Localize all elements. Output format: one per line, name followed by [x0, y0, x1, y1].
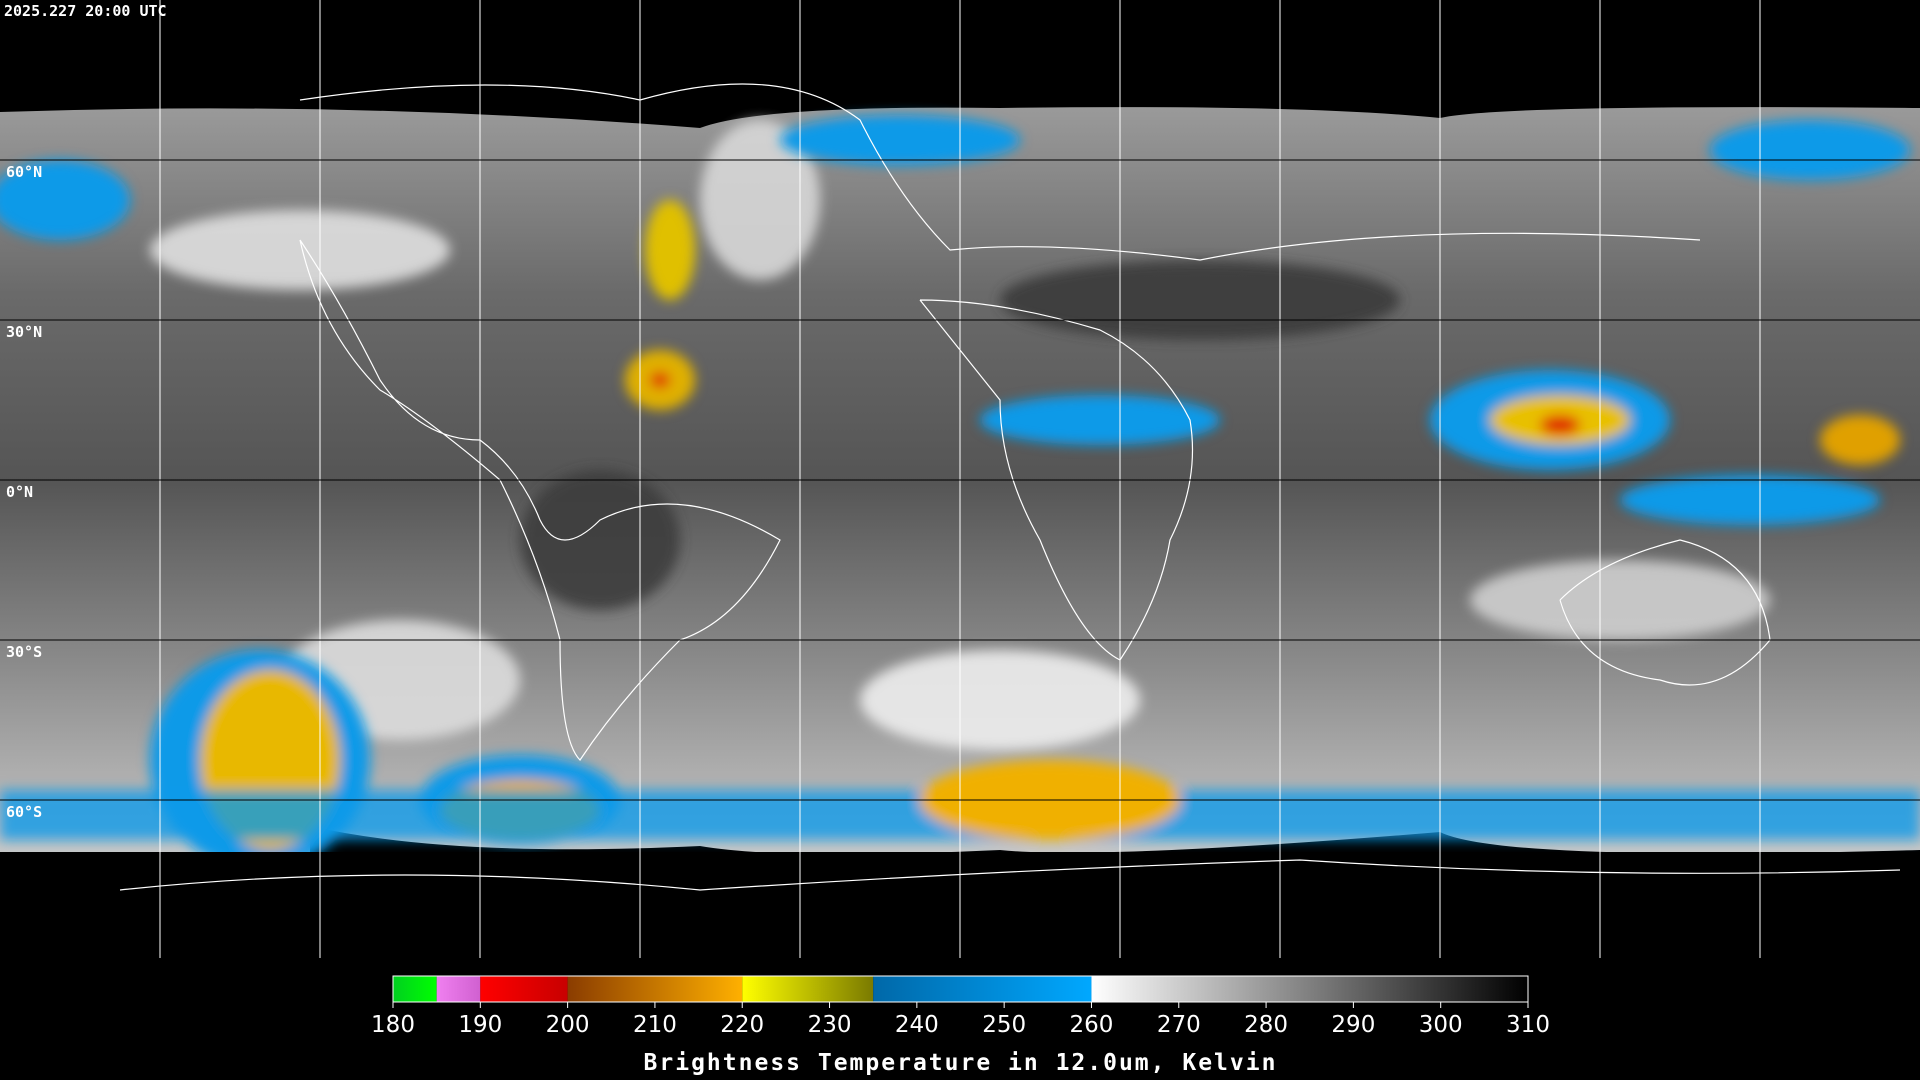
timestamp: 2025.227 20:00 UTC: [4, 2, 167, 20]
colorbar-segment: [1091, 976, 1528, 1002]
colorbar-tick-label: 220: [720, 1012, 764, 1038]
colorbar-tick-label: 250: [982, 1012, 1026, 1038]
colorbar-tick-label: 260: [1070, 1012, 1114, 1038]
colorbar-segment: [873, 976, 1092, 1002]
colorbar-tick-label: 270: [1157, 1012, 1201, 1038]
latitude-labels: 60°N 30°N 0°N 30°S 60°S: [6, 163, 42, 821]
colorbar-frame: [392, 975, 1529, 1003]
lat-label: 30°N: [6, 323, 42, 341]
colorbar-tick-label: 230: [808, 1012, 852, 1038]
colorbar-segment: [480, 976, 568, 1002]
colorbar-tick-label: 310: [1506, 1012, 1550, 1038]
colorbar-tick-label: 200: [546, 1012, 590, 1038]
colorbar-tick-label: 300: [1419, 1012, 1463, 1038]
colorbar-tick-label: 290: [1331, 1012, 1375, 1038]
colorbar-tick-label: 280: [1244, 1012, 1288, 1038]
colorbar-segment: [393, 976, 437, 1002]
colorbar-tick-label: 210: [633, 1012, 677, 1038]
lat-label: 30°S: [6, 643, 42, 661]
colorbar: 180 190 200 210 220 230 240 250 260 270 280 290 300 3…: [371, 975, 1550, 1076]
colorbar-segment: [436, 976, 481, 1002]
lat-label: 0°N: [6, 483, 33, 501]
colorbar-title: Brightness Temperature in 12.0um, Kelvin: [644, 1050, 1278, 1076]
graticule: [159, 0, 1761, 958]
colorbar-tick-label: 180: [371, 1012, 415, 1038]
lat-label: 60°S: [6, 803, 42, 821]
colorbar-segment: [742, 976, 874, 1002]
colorbar-tick-label: 240: [895, 1012, 939, 1038]
lat-label: 60°N: [6, 163, 42, 181]
colorbar-tick-label: 190: [458, 1012, 502, 1038]
colorbar-segment: [567, 976, 743, 1002]
